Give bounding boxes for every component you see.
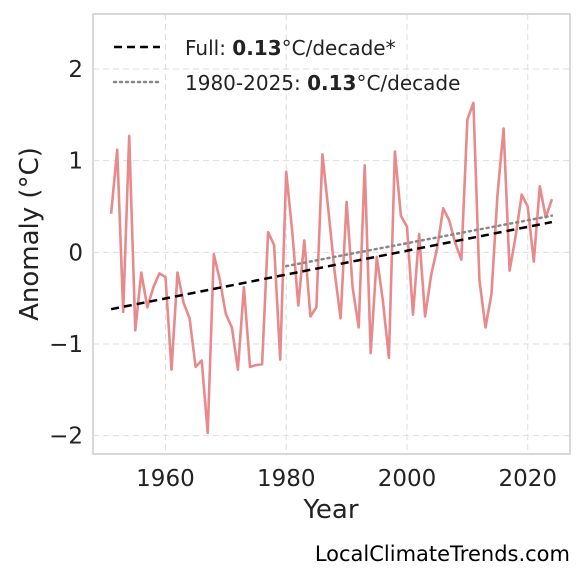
legend: Full: 0.13°C/decade* 1980-2025: 0.13°C/d… (112, 36, 460, 95)
y-tick-label: 2 (68, 57, 83, 83)
full-trend-line (110, 220, 553, 311)
trend-lines (110, 214, 554, 311)
y-tick-label: −1 (49, 332, 83, 358)
recent-trend-line (284, 214, 554, 268)
y-tick-label: 1 (68, 149, 83, 175)
x-tick-label: 1960 (136, 466, 195, 492)
legend-full-prefix: Full: (185, 36, 232, 60)
x-tick-label: 2000 (378, 466, 437, 492)
x-tick-label: 2020 (498, 466, 557, 492)
y-tick-label: −2 (49, 424, 83, 450)
legend-label-recent-trend: 1980-2025: 0.13°C/decade (185, 71, 460, 95)
x-tick-label: 1980 (257, 466, 316, 492)
y-axis-title: Anomaly (°C) (15, 147, 45, 321)
x-tick-labels: 1960 1980 2000 2020 (136, 466, 557, 492)
data-series (109, 101, 554, 435)
legend-recent-prefix: 1980-2025: (185, 71, 307, 95)
legend-recent-suffix: °C/decade (356, 71, 460, 95)
x-axis-title: Year (302, 495, 358, 525)
legend-recent-value: 0.13 (307, 71, 356, 95)
y-tick-label: 0 (68, 240, 83, 266)
legend-label-full-trend: Full: 0.13°C/decade* (185, 36, 396, 60)
anomaly-series-line (109, 101, 554, 435)
watermark: LocalClimateTrends.com (314, 542, 570, 566)
y-tick-labels: −2 −1 0 1 2 (49, 57, 83, 450)
legend-full-suffix: °C/decade* (282, 36, 396, 60)
legend-full-value: 0.13 (232, 36, 281, 60)
